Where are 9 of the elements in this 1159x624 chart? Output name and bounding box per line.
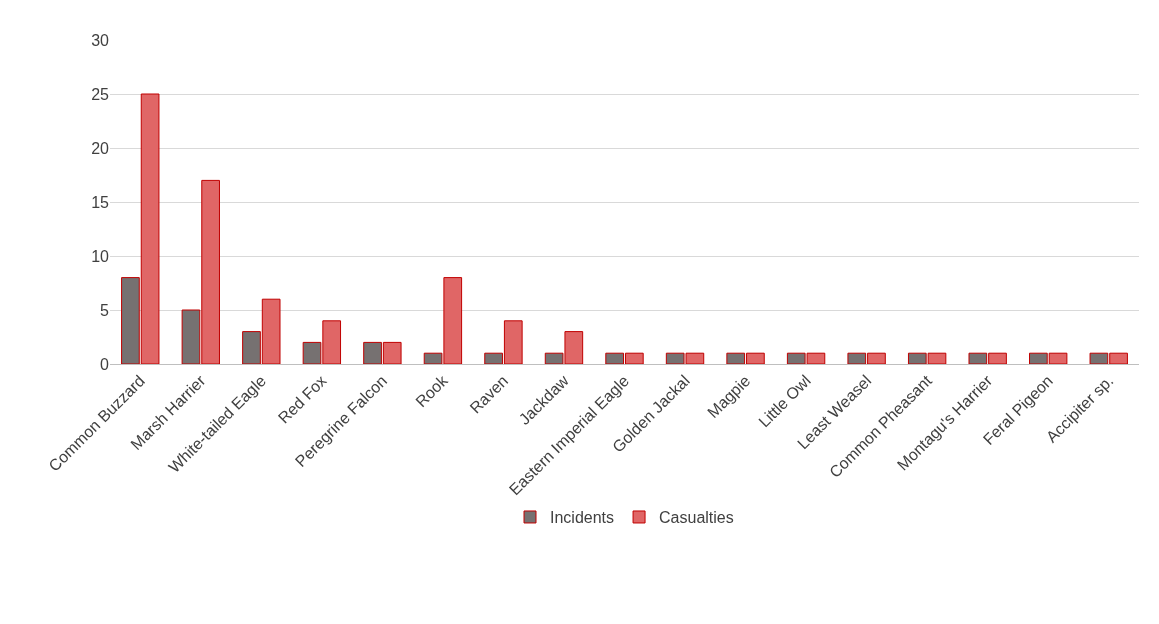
y-tick-label: 30 — [91, 31, 110, 49]
y-tick-label: 20 — [91, 139, 110, 157]
y-tick-label: 15 — [91, 193, 110, 211]
legend-label: Incidents — [550, 509, 615, 527]
y-tick-label: 5 — [100, 301, 110, 319]
legend-label: Casualties — [659, 509, 734, 527]
y-tick-label: 25 — [91, 85, 110, 103]
y-tick-label: 10 — [91, 247, 110, 265]
y-tick-label: 0 — [100, 355, 110, 373]
